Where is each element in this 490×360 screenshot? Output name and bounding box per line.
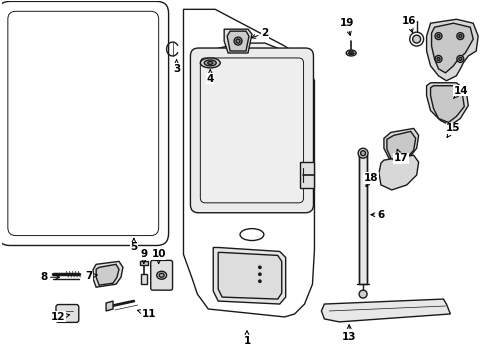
Ellipse shape <box>200 58 220 68</box>
Circle shape <box>236 39 240 43</box>
Polygon shape <box>224 29 252 53</box>
Circle shape <box>435 33 442 40</box>
Text: 12: 12 <box>51 312 70 322</box>
Text: 6: 6 <box>371 210 385 220</box>
Polygon shape <box>379 155 418 190</box>
Text: 10: 10 <box>151 249 166 264</box>
Text: 14: 14 <box>454 86 468 98</box>
Polygon shape <box>183 9 315 317</box>
Text: 5: 5 <box>130 238 138 252</box>
Polygon shape <box>432 23 473 73</box>
Text: 1: 1 <box>244 331 250 346</box>
Ellipse shape <box>157 271 167 279</box>
Circle shape <box>413 35 420 43</box>
FancyBboxPatch shape <box>8 11 159 235</box>
Circle shape <box>259 266 261 269</box>
Ellipse shape <box>208 62 213 64</box>
Polygon shape <box>384 129 418 162</box>
Text: 19: 19 <box>340 18 354 35</box>
Polygon shape <box>140 261 148 265</box>
FancyBboxPatch shape <box>0 1 169 246</box>
Polygon shape <box>213 247 286 304</box>
Circle shape <box>359 290 367 298</box>
Circle shape <box>435 55 442 62</box>
Circle shape <box>259 280 261 282</box>
Circle shape <box>457 33 464 40</box>
Text: 9: 9 <box>140 249 147 264</box>
Text: 13: 13 <box>342 325 356 342</box>
Text: 15: 15 <box>446 123 461 138</box>
Circle shape <box>361 151 366 156</box>
Ellipse shape <box>159 273 164 277</box>
Ellipse shape <box>240 229 264 240</box>
Polygon shape <box>321 299 450 322</box>
Text: 8: 8 <box>40 272 60 282</box>
Circle shape <box>459 58 462 60</box>
Text: 16: 16 <box>401 16 416 32</box>
Polygon shape <box>431 86 465 122</box>
Circle shape <box>358 148 368 158</box>
Circle shape <box>457 55 464 62</box>
Polygon shape <box>205 43 285 73</box>
Text: 17: 17 <box>393 149 408 163</box>
Ellipse shape <box>204 60 216 66</box>
Circle shape <box>259 273 261 275</box>
Text: 2: 2 <box>252 28 269 39</box>
Text: 7: 7 <box>86 271 98 281</box>
Polygon shape <box>427 83 468 125</box>
FancyBboxPatch shape <box>151 260 172 290</box>
Text: 18: 18 <box>364 173 378 186</box>
Circle shape <box>437 58 440 60</box>
Ellipse shape <box>349 51 354 54</box>
Polygon shape <box>359 155 367 284</box>
Ellipse shape <box>346 50 356 56</box>
FancyBboxPatch shape <box>200 58 303 203</box>
Text: 11: 11 <box>138 309 156 319</box>
Polygon shape <box>93 261 123 287</box>
Circle shape <box>437 35 440 37</box>
Polygon shape <box>299 162 315 188</box>
Text: 4: 4 <box>207 70 214 84</box>
Circle shape <box>410 32 424 46</box>
Polygon shape <box>227 31 249 51</box>
Polygon shape <box>106 301 113 311</box>
Polygon shape <box>387 131 416 162</box>
Polygon shape <box>427 19 478 81</box>
FancyBboxPatch shape <box>191 48 314 213</box>
Text: 3: 3 <box>173 60 180 74</box>
FancyBboxPatch shape <box>56 305 79 323</box>
Polygon shape <box>96 264 119 285</box>
Circle shape <box>234 37 242 45</box>
Polygon shape <box>218 252 282 299</box>
Polygon shape <box>141 274 147 284</box>
Circle shape <box>459 35 462 37</box>
